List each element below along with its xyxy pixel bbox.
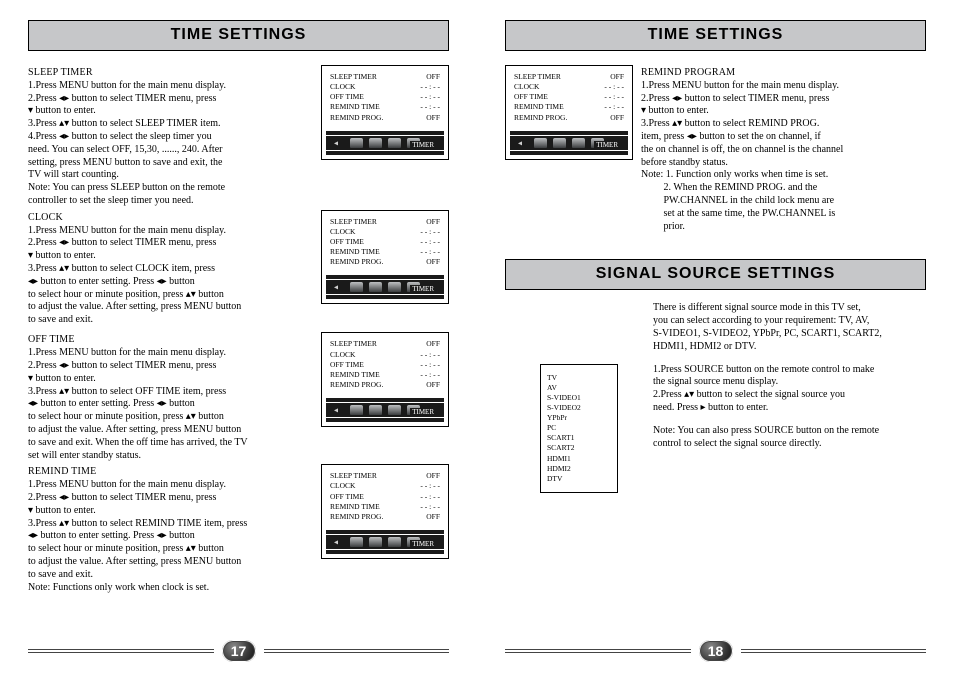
text-signal-steps: 1.Press SOURCE button on the remote cont… [653,364,926,451]
page-18: TIME SETTINGS SLEEP TIMEROFF CLOCK- - : … [477,0,954,676]
text-sleep-timer: SLEEP TIMER 1.Press MENU button for the … [28,63,313,208]
page-17: TIME SETTINGS SLEEP TIMER 1.Press MENU b… [0,0,477,676]
section-remind-program: SLEEP TIMEROFF CLOCK- - : - - OFF TIME- … [505,63,926,233]
figure-source-menu: TV AV S-VIDEO1 S-VIDEO2 YPbPr PC SCART1 … [505,364,653,493]
page-number-18: 18 [699,640,733,662]
timer-menu-box: SLEEP TIMEROFF CLOCK- - : - - OFF TIME- … [321,65,449,160]
figure-timer-1: SLEEP TIMEROFF CLOCK- - : - - OFF TIME- … [321,63,449,186]
timer-menu-box: SLEEP TIMEROFF CLOCK- - : - - OFF TIME- … [321,332,449,427]
section-clock: CLOCK 1.Press MENU button for the main m… [28,208,449,331]
timer-stripe: ◂ TIMER [326,275,444,299]
text-remind-program: REMIND PROGRAM 1.Press MENU button for t… [641,63,926,233]
heading-remind-time: REMIND TIME [28,466,313,479]
heading-off-time: OFF TIME [28,334,313,347]
section-remind-time: REMIND TIME 1.Press MENU button for the … [28,462,449,594]
page-number-17: 17 [222,640,256,662]
section-signal-intro: There is different signal source mode in… [505,302,926,353]
text-clock: CLOCK 1.Press MENU button for the main m… [28,208,313,327]
section-signal-source: TV AV S-VIDEO1 S-VIDEO2 YPbPr PC SCART1 … [505,364,926,493]
heading-clock: CLOCK [28,212,313,225]
text-remind-time: REMIND TIME 1.Press MENU button for the … [28,462,313,594]
title-time-settings-right: TIME SETTINGS [505,20,926,51]
timer-menu-box: SLEEP TIMEROFF CLOCK- - : - - OFF TIME- … [321,210,449,305]
heading-sleep-timer: SLEEP TIMER [28,67,313,80]
timer-stripe: ◂ TIMER [326,131,444,155]
title-time-settings-left: TIME SETTINGS [28,20,449,51]
timer-stripe: ◂ TIMER [326,530,444,554]
text-off-time: OFF TIME 1.Press MENU button for the mai… [28,330,313,462]
title-signal-source: SIGNAL SOURCE SETTINGS [505,259,926,290]
figure-timer-3: SLEEP TIMEROFF CLOCK- - : - - OFF TIME- … [321,330,449,453]
page-footer-right: 18 [505,640,926,662]
figure-timer-4: SLEEP TIMEROFF CLOCK- - : - - OFF TIME- … [321,462,449,571]
timer-menu-box: SLEEP TIMEROFF CLOCK- - : - - OFF TIME- … [321,464,449,559]
figure-timer-5: SLEEP TIMEROFF CLOCK- - : - - OFF TIME- … [505,63,633,172]
timer-stripe: ◂ TIMER [510,131,628,155]
source-menu-box: TV AV S-VIDEO1 S-VIDEO2 YPbPr PC SCART1 … [540,364,618,493]
heading-remind-program: REMIND PROGRAM [641,67,926,80]
text-signal-intro: There is different signal source mode in… [653,302,926,353]
section-off-time: OFF TIME 1.Press MENU button for the mai… [28,330,449,462]
page-footer-left: 17 [28,640,449,662]
figure-timer-2: SLEEP TIMEROFF CLOCK- - : - - OFF TIME- … [321,208,449,331]
timer-menu-box: SLEEP TIMEROFF CLOCK- - : - - OFF TIME- … [505,65,633,160]
section-sleep-timer: SLEEP TIMER 1.Press MENU button for the … [28,63,449,208]
timer-stripe: ◂ TIMER [326,398,444,422]
